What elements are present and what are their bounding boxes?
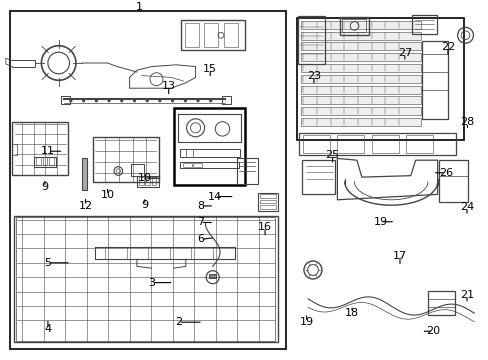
Text: 16: 16 xyxy=(258,222,271,232)
Text: 13: 13 xyxy=(162,81,175,91)
Text: 9: 9 xyxy=(41,182,48,192)
Text: 6: 6 xyxy=(197,234,203,244)
Text: 19: 19 xyxy=(299,317,313,327)
Bar xyxy=(303,135,329,153)
Text: 2: 2 xyxy=(175,317,182,327)
Bar xyxy=(421,41,447,119)
Bar xyxy=(342,19,365,32)
Text: 14: 14 xyxy=(208,192,222,202)
Text: 10: 10 xyxy=(138,173,151,183)
Bar xyxy=(42,157,47,165)
Bar xyxy=(405,135,432,153)
Circle shape xyxy=(197,100,199,102)
Circle shape xyxy=(146,100,148,102)
Bar xyxy=(14,216,277,342)
Text: 4: 4 xyxy=(44,324,51,334)
Bar xyxy=(300,64,420,72)
Bar xyxy=(300,118,420,126)
Bar xyxy=(427,291,454,315)
Bar xyxy=(260,194,275,198)
Text: 9: 9 xyxy=(141,200,148,210)
Bar xyxy=(339,17,368,35)
Bar xyxy=(299,133,455,155)
Bar xyxy=(16,217,274,341)
Bar xyxy=(183,163,192,167)
Bar xyxy=(224,23,237,47)
Bar xyxy=(298,16,325,64)
Text: 3: 3 xyxy=(148,278,155,288)
Bar xyxy=(260,205,275,209)
Circle shape xyxy=(171,100,173,102)
Bar xyxy=(300,42,420,50)
Bar xyxy=(93,137,159,182)
Bar xyxy=(181,20,244,50)
Circle shape xyxy=(108,100,110,102)
Bar xyxy=(371,135,398,153)
Text: 12: 12 xyxy=(79,201,92,211)
Text: 21: 21 xyxy=(459,290,473,300)
Text: 20: 20 xyxy=(426,326,439,336)
Bar xyxy=(193,163,202,167)
Bar xyxy=(411,15,436,34)
Text: 23: 23 xyxy=(306,71,320,81)
Bar xyxy=(36,157,41,165)
Text: 27: 27 xyxy=(397,48,411,58)
Bar xyxy=(438,160,468,202)
Text: 25: 25 xyxy=(325,150,339,160)
Bar xyxy=(300,86,420,94)
Text: 28: 28 xyxy=(459,117,474,127)
Bar xyxy=(10,11,285,349)
Text: 5: 5 xyxy=(44,258,51,268)
Circle shape xyxy=(82,100,84,102)
Text: 11: 11 xyxy=(41,146,55,156)
Bar xyxy=(173,108,244,185)
Bar xyxy=(300,107,420,115)
Bar xyxy=(337,135,364,153)
Bar xyxy=(300,32,420,40)
Bar xyxy=(139,177,143,185)
Bar xyxy=(260,200,275,203)
Bar xyxy=(151,177,156,185)
Text: 18: 18 xyxy=(345,308,358,318)
Bar xyxy=(258,193,277,211)
Text: 26: 26 xyxy=(438,168,452,178)
Bar xyxy=(300,75,420,83)
Bar xyxy=(300,53,420,61)
Text: 8: 8 xyxy=(197,201,203,211)
Bar xyxy=(300,96,420,104)
Bar xyxy=(222,96,231,104)
Bar xyxy=(137,176,159,187)
Bar xyxy=(297,18,463,140)
Text: 15: 15 xyxy=(203,64,217,74)
Bar xyxy=(145,177,150,185)
Text: 10: 10 xyxy=(101,190,114,200)
Bar xyxy=(82,158,87,190)
Text: 24: 24 xyxy=(459,202,473,212)
Circle shape xyxy=(70,100,72,102)
Bar xyxy=(209,274,216,278)
Circle shape xyxy=(159,100,161,102)
Bar xyxy=(237,158,257,184)
Text: 22: 22 xyxy=(440,42,454,52)
Circle shape xyxy=(121,100,122,102)
Text: 1: 1 xyxy=(136,2,142,12)
Bar xyxy=(12,122,68,175)
Bar xyxy=(61,96,70,104)
Circle shape xyxy=(209,100,211,102)
Bar xyxy=(184,23,198,47)
Bar xyxy=(204,23,218,47)
Bar xyxy=(34,157,56,167)
Bar xyxy=(302,160,335,194)
Text: 7: 7 xyxy=(197,217,203,228)
Circle shape xyxy=(184,100,186,102)
Text: 19: 19 xyxy=(373,217,386,227)
Bar xyxy=(300,21,420,29)
Bar xyxy=(12,144,17,155)
Circle shape xyxy=(95,100,97,102)
Bar xyxy=(49,157,54,165)
Circle shape xyxy=(133,100,135,102)
Text: 17: 17 xyxy=(392,251,406,261)
